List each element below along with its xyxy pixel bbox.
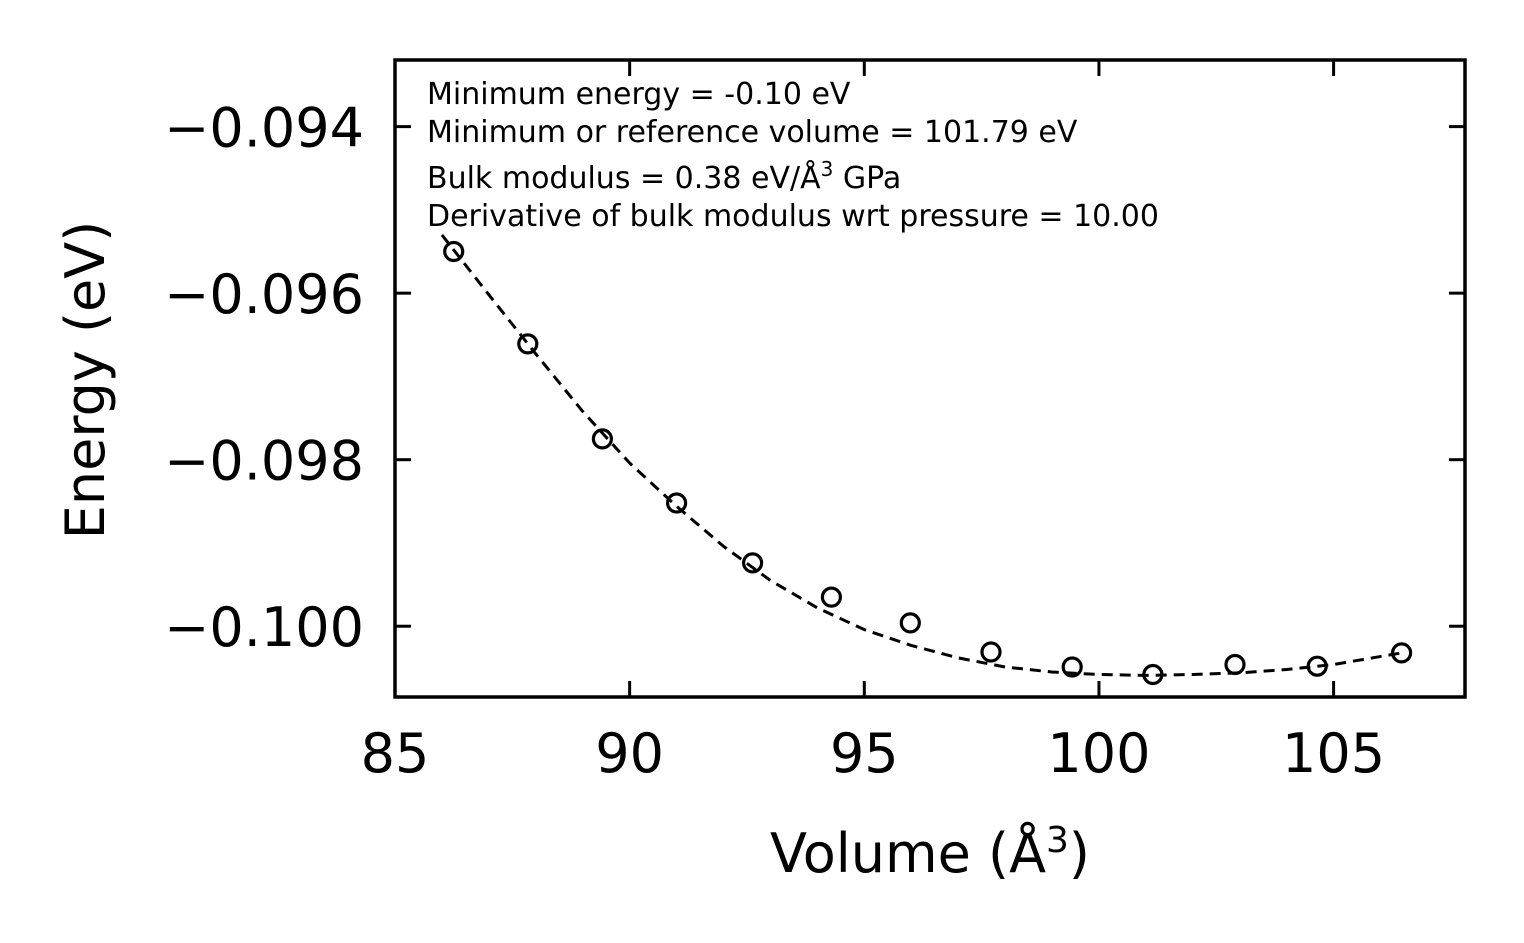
annotation-min-energy: Minimum energy = -0.10 eV xyxy=(427,77,851,112)
data-point xyxy=(591,428,614,450)
y-axis-ticks: −0.094 −0.096 −0.098 −0.100 xyxy=(164,97,1465,659)
x-tick-label: 95 xyxy=(830,722,899,785)
annotation-bulk-modulus-sup: 3 xyxy=(821,157,834,181)
data-point xyxy=(443,240,465,263)
data-point xyxy=(741,552,764,574)
data-points xyxy=(443,240,1413,686)
x-tick-label: 105 xyxy=(1282,722,1385,785)
data-point xyxy=(1224,653,1246,676)
data-point xyxy=(1390,642,1413,664)
data-point xyxy=(517,333,539,355)
data-point xyxy=(980,641,1002,663)
fit-line xyxy=(440,233,1402,677)
annotation-min-volume: Minimum or reference volume = 101.79 eV xyxy=(427,115,1078,150)
annotation-bulk-modulus-main: Bulk modulus = 0.38 eV/Å xyxy=(427,160,821,196)
y-tick-label: −0.100 xyxy=(164,596,364,659)
x-axis-title-main: Volume (Å xyxy=(770,821,1046,885)
x-tick-label: 85 xyxy=(361,722,430,785)
data-point xyxy=(820,586,843,608)
x-tick-label: 100 xyxy=(1047,722,1150,785)
y-tick-label: −0.096 xyxy=(164,263,364,326)
y-axis-title: Energy (eV) xyxy=(54,221,117,540)
plot-frame xyxy=(393,58,1467,699)
y-tick-label: −0.094 xyxy=(164,97,364,160)
annotation-bulk-modulus-tail: GPa xyxy=(833,161,901,196)
y-tick-label: −0.098 xyxy=(164,430,364,493)
annotation-box: Minimum energy = -0.10 eV Minimum or ref… xyxy=(427,77,1159,234)
x-axis-ticks: 85 90 95 100 105 xyxy=(361,60,1385,785)
x-axis-title-close: ) xyxy=(1069,822,1090,885)
data-point xyxy=(1142,663,1164,686)
annotation-bulk-modulus: Bulk modulus = 0.38 eV/Å3 GPa xyxy=(427,157,901,196)
data-point xyxy=(1306,655,1328,677)
annotation-bulk-derivative: Derivative of bulk modulus wrt pressure … xyxy=(427,199,1159,234)
plot-area xyxy=(395,60,1465,697)
data-point xyxy=(1061,656,1083,678)
data-point xyxy=(665,492,688,514)
x-tick-label: 90 xyxy=(595,722,664,785)
data-point xyxy=(899,612,921,634)
x-axis-title-sup: 3 xyxy=(1046,820,1069,861)
x-axis-title: Volume (Å3) xyxy=(770,820,1090,885)
